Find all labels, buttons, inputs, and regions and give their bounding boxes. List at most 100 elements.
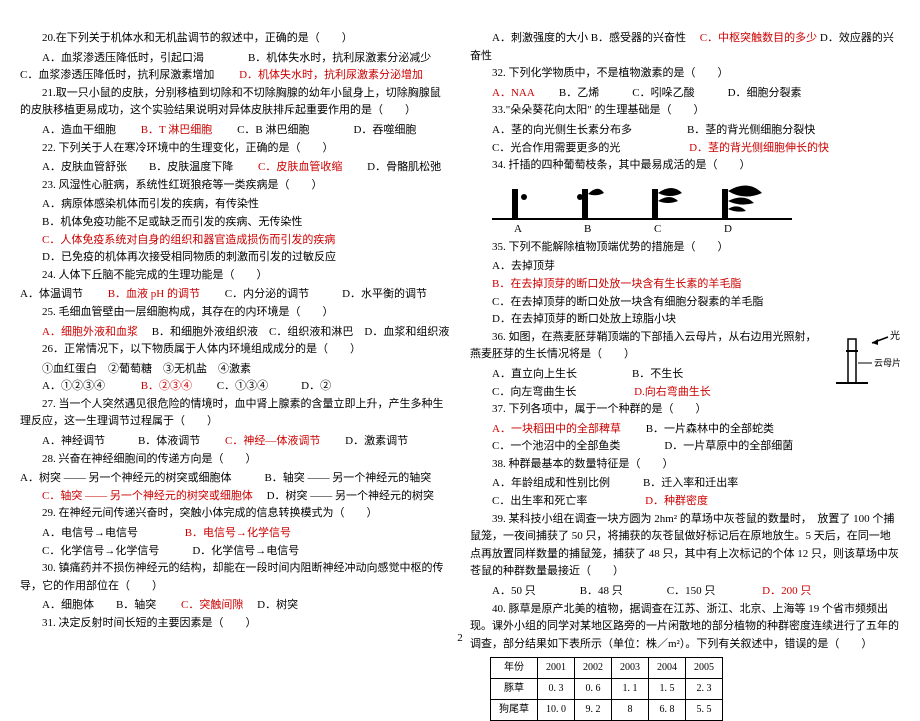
q23c: C．人体免疫系统对自身的组织和器官造成损伤而引发的疾病 bbox=[20, 232, 450, 250]
q36-block: 光 云母片 36. 如图，在燕麦胚芽鞘顶端的下部插入云母片，从右边用光照射，燕麦… bbox=[470, 329, 900, 401]
q21-opts: A．造血干细胞 B．T 淋巴细胞 C．B 淋巴细胞 D．吞噬细胞 bbox=[20, 122, 450, 140]
q32-opts: A．NAA B．乙烯 C．吲哚乙酸 D．细胞分裂素 bbox=[470, 85, 900, 103]
q24b: B．血液 pH 的调节 bbox=[108, 288, 200, 300]
q33d: D．茎的背光侧细胞伸长的快 bbox=[689, 142, 829, 154]
r2c5: 5. 5 bbox=[686, 700, 723, 721]
q21c: C．B 淋巴细胞 D．吞噬细胞 bbox=[237, 124, 416, 136]
table-row: 狗尾草 10. 0 9. 2 8 6. 8 5. 5 bbox=[491, 700, 723, 721]
q31: 31. 决定反射时间长短的主要因素是（ ） bbox=[20, 615, 450, 633]
q36d: D.向右弯曲生长 bbox=[634, 386, 711, 398]
r1c4: 1. 5 bbox=[649, 679, 686, 700]
q37: 37. 下列各项中，属于一个种群的是（ ） bbox=[470, 401, 900, 419]
q40-table: 年份 2001 2002 2003 2004 2005 豚草 0. 3 0. 6… bbox=[490, 657, 723, 721]
q27: 27. 当一个人突然遇见很危险的情境时，血中肾上腺素的含量立即上升，产生多种生理… bbox=[20, 396, 450, 431]
q33: 33."朵朵葵花向太阳" 的生理基础是（ ） bbox=[470, 102, 900, 120]
r2c3: 8 bbox=[612, 700, 649, 721]
q35b: B．在去掉顶芽的断口处放一块含有生长素的羊毛脂 bbox=[470, 276, 900, 294]
q32a: A．NAA bbox=[492, 87, 534, 99]
fig-c-label: C bbox=[654, 223, 661, 235]
q30-opts: A．细胞体 B．轴突 C．突触间隙 D．树突 bbox=[20, 597, 450, 615]
th-2002: 2002 bbox=[575, 658, 612, 679]
q40: 40. 豚草是原产北美的植物，据调查在江苏、浙江、北京、上海等 19 个省市频频… bbox=[470, 601, 900, 654]
q30: 30. 镇痛药并不损伤神经元的结构，却能在一段时间内阻断神经冲动向感觉中枢的传导… bbox=[20, 560, 450, 595]
q25-opts: A．细胞外液和血浆 B．和细胞外液组织液 C．组织液和淋巴 D．血浆和组织液 bbox=[20, 324, 450, 342]
q22c: C．皮肤血管收缩 bbox=[258, 161, 342, 173]
th-2004: 2004 bbox=[649, 658, 686, 679]
q20d: D．机体失水时，抗利尿激素分泌增加 bbox=[239, 69, 423, 81]
r2c4: 6. 8 bbox=[649, 700, 686, 721]
q33a: A．茎的向光侧生长素分布多 B．茎的背光侧细胞分裂快 bbox=[470, 122, 900, 140]
r2c2: 9. 2 bbox=[575, 700, 612, 721]
th-2001: 2001 bbox=[538, 658, 575, 679]
svg-text:云母片: 云母片 bbox=[874, 357, 900, 368]
q20: 20.在下列关于机体水和无机盐调节的叙述中，正确的是（ ） bbox=[20, 30, 450, 48]
q38c: C．出生率和死亡率 bbox=[492, 495, 587, 507]
q37-ab: A．一块稻田中的全部稗草 B．一片森林中的全部蛇类 bbox=[470, 421, 900, 439]
th-year: 年份 bbox=[491, 658, 538, 679]
th-2005: 2005 bbox=[686, 658, 723, 679]
q24-opts: A．体温调节 B．血液 pH 的调节 C．内分泌的调节 D．水平衡的调节 bbox=[20, 286, 450, 304]
q33-cd: C．光合作用需要更多的光 D．茎的背光侧细胞伸长的快 bbox=[470, 140, 900, 158]
q23: 23. 风湿性心脏病，系统性红斑狼疮等一类疾病是（ ） bbox=[20, 177, 450, 195]
q27-opts: A．神经调节 B．体液调节 C．神经—体液调节 D．激素调节 bbox=[20, 433, 450, 451]
q20-opts-ab: A．血浆渗透压降低时，引起口渴 B．机体失水时，抗利尿激素分泌减少 bbox=[20, 50, 450, 68]
q23b: B．机体免疫功能不足或缺乏而引发的疾病、无传染性 bbox=[20, 214, 450, 232]
q34: 34. 扦插的四种葡萄枝条，其中最易成活的是（ ） bbox=[470, 157, 900, 175]
fig-b-label: B bbox=[584, 223, 591, 235]
q36-figure: 光 云母片 bbox=[828, 329, 900, 399]
q26-opts: A．①②③④ B．②③④ C．①③④ D．② bbox=[20, 378, 450, 396]
q26b: B．②③④ bbox=[141, 380, 192, 392]
r1c2: 0. 6 bbox=[575, 679, 612, 700]
q30a: A．细胞体 B．轴突 bbox=[42, 599, 156, 611]
q22: 22. 下列关于人在寒冷环境中的生理变化，正确的是（ ） bbox=[20, 140, 450, 158]
row2-name: 狗尾草 bbox=[491, 700, 538, 721]
q35c: C．在去掉顶芽的断口处放一块含有细胞分裂素的羊毛脂 bbox=[470, 294, 900, 312]
q37a: A．一块稻田中的全部稗草 bbox=[492, 423, 621, 435]
q32: 32. 下列化学物质中，不是植物激素的是（ ） bbox=[470, 65, 900, 83]
q23d: D．已免疫的机体再次接受相同物质的刺激而引发的过敏反应 bbox=[20, 249, 450, 267]
q22d: D．骨骼肌松弛 bbox=[345, 161, 441, 173]
q26: 26．正常情况下，以下物质属于人体内环境组成成分的是（ ） bbox=[20, 341, 450, 359]
q35a: A．去掉顶芽 bbox=[470, 258, 900, 276]
right-column: A．刺激强度的大小 B．感受器的兴奋性 C．中枢突触数目的多少 D．效应器的兴奋… bbox=[470, 30, 900, 640]
fig-a-label: A bbox=[514, 223, 522, 235]
q29a: A．电信号→电信号 bbox=[42, 527, 138, 539]
q34-figure: A B C D bbox=[492, 179, 900, 235]
q29: 29. 在神经元间传递兴奋时，突触小体完成的信息转换模式为（ ） bbox=[20, 505, 450, 523]
q35: 35. 下列不能解除植物顶端优势的措施是（ ） bbox=[470, 239, 900, 257]
q20-opts-cd: C．血浆渗透压降低时，抗利尿激素增加 D．机体失水时，抗利尿激素分泌增加 bbox=[20, 67, 450, 85]
q24a: A．体温调节 bbox=[20, 288, 83, 300]
q37b: B．一片森林中的全部蛇类 bbox=[624, 423, 774, 435]
svg-text:光: 光 bbox=[890, 329, 900, 342]
q22a: A．皮肤血管舒张 B．皮肤温度下降 bbox=[42, 161, 233, 173]
q30c: C．突触间隙 bbox=[181, 599, 243, 611]
q25a: A．细胞外液和血浆 bbox=[42, 326, 138, 338]
q25: 25. 毛细血管壁由一层细胞构成，其存在的内环境是（ ） bbox=[20, 304, 450, 322]
q28-cd: C．轴突 —— 另一个神经元的树突或细胞体 D．树突 —— 另一个神经元的树突 bbox=[20, 488, 450, 506]
q27a: A．神经调节 B．体液调节 bbox=[42, 435, 200, 447]
q23a: A．病原体感染机体而引发的疾病，有传染性 bbox=[20, 196, 450, 214]
q27d: D．激素调节 bbox=[323, 435, 408, 447]
r1c3: 1. 1 bbox=[612, 679, 649, 700]
q29c: C．化学信号→化学信号 D．化学信号→电信号 bbox=[20, 543, 450, 561]
q38: 38. 种群最基本的数量特征是（ ） bbox=[470, 456, 900, 474]
q29-ab: A．电信号→电信号 B．电信号→化学信号 bbox=[20, 525, 450, 543]
table-row: 年份 2001 2002 2003 2004 2005 bbox=[491, 658, 723, 679]
q24: 24. 人体下丘脑不能完成的生理功能是（ ） bbox=[20, 267, 450, 285]
q39-opts: A．50 只 B．48 只 C．150 只 D．200 只 bbox=[470, 583, 900, 601]
page-number: 2 bbox=[457, 632, 463, 644]
q29b: B．电信号→化学信号 bbox=[185, 527, 291, 539]
r2c1: 10. 0 bbox=[538, 700, 575, 721]
q22-opts: A．皮肤血管舒张 B．皮肤温度下降 C．皮肤血管收缩 D．骨骼肌松弛 bbox=[20, 159, 450, 177]
q31c: C．中枢突触数目的多少 bbox=[700, 32, 817, 44]
q32b: B．乙烯 C．吲哚乙酸 D．细胞分裂素 bbox=[537, 87, 802, 99]
row1-name: 豚草 bbox=[491, 679, 538, 700]
r1c1: 0. 3 bbox=[538, 679, 575, 700]
q28d: D．树突 —— 另一个神经元的树突 bbox=[256, 490, 434, 502]
coleoptile-illustration-icon: 光 云母片 bbox=[828, 329, 900, 399]
q35d: D．在去掉顶芽的断口处放上琼脂小块 bbox=[470, 311, 900, 329]
q27c: C．神经—体液调节 bbox=[225, 435, 320, 447]
table-row: 豚草 0. 3 0. 6 1. 1 1. 5 2. 3 bbox=[491, 679, 723, 700]
q30d: D．树突 bbox=[246, 599, 298, 611]
q20c: C．血浆渗透压降低时，抗利尿激素增加 bbox=[20, 69, 214, 81]
